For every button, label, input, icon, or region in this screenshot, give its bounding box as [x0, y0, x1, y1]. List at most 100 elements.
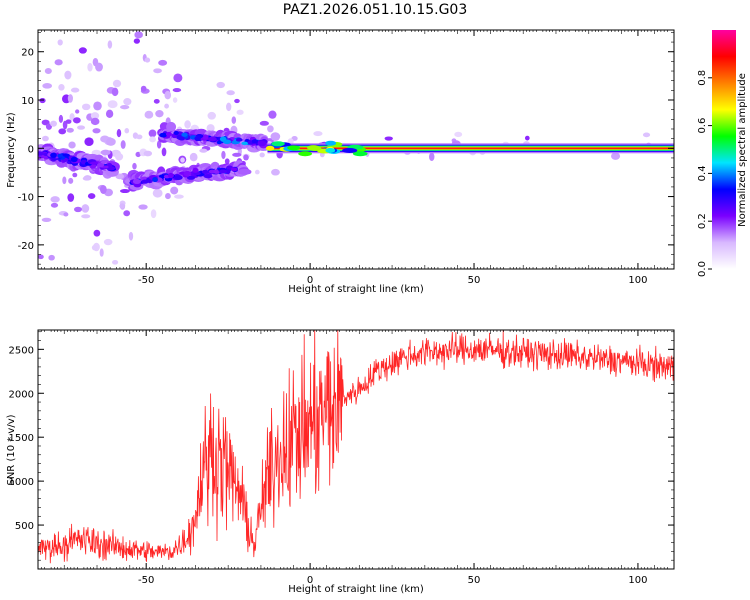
heatmap-cell	[81, 214, 91, 219]
heatmap-cell	[93, 101, 102, 111]
heatmap-cell	[68, 141, 76, 149]
heatmap-cell	[222, 139, 232, 145]
heatmap-cell	[170, 186, 179, 195]
heatmap-cell	[50, 152, 57, 158]
heatmap-cell	[165, 193, 171, 200]
heatmap-ticks: -50 0 50 100 -20 -10 0 10 20	[18, 30, 675, 286]
heatmap-cell	[159, 132, 168, 138]
heatmap-cell	[429, 152, 435, 162]
heatmap-cell	[352, 151, 368, 157]
heatmap-cell	[39, 97, 46, 104]
heatmap-cell	[298, 151, 312, 157]
heatmap-cell	[216, 140, 222, 145]
heatmap-cell	[155, 110, 164, 118]
heatmap-cell	[48, 254, 55, 261]
heatmap-y-tick-label: -10	[18, 193, 34, 204]
heatmap-cell	[64, 70, 72, 80]
heatmap-cell	[259, 120, 269, 126]
heatmap-cell	[199, 148, 208, 153]
heatmap-cell	[206, 124, 215, 133]
heatmap-cell	[111, 87, 119, 97]
colorbar-tick-label: 0.2	[697, 213, 708, 229]
heatmap-cell	[69, 113, 75, 121]
heatmap-marks	[38, 31, 674, 265]
heatmap-cell	[41, 217, 52, 222]
heatmap-cell	[44, 67, 52, 75]
heatmap-cell	[153, 98, 160, 104]
heatmap-cell	[57, 153, 63, 158]
heatmap-cell	[174, 175, 183, 181]
heatmap-y-tick-label: 0	[28, 144, 34, 155]
heatmap-x-tick-label: 0	[307, 275, 313, 286]
heatmap-cell	[164, 103, 169, 109]
heatmap-tone	[267, 147, 674, 149]
heatmap-cell	[203, 174, 213, 179]
heatmap-cell	[158, 59, 168, 66]
heatmap-cell	[257, 140, 267, 147]
heatmap-cell	[166, 121, 177, 132]
heatmap-cell	[138, 204, 148, 210]
heatmap-cell	[243, 154, 249, 161]
heatmap-cell	[135, 151, 141, 158]
heatmap-cell	[150, 209, 157, 219]
heatmap-cell	[81, 204, 90, 213]
heatmap-cell	[58, 83, 65, 91]
snr-y-tick-label: 500	[15, 521, 34, 532]
heatmap-cell	[230, 167, 238, 172]
heatmap-cell	[235, 138, 243, 142]
heatmap-cell	[58, 128, 67, 135]
heatmap-cell	[103, 238, 113, 246]
heatmap-cell	[167, 172, 174, 179]
heatmap-cell	[96, 163, 105, 168]
heatmap-cell	[66, 127, 74, 133]
heatmap-cell	[165, 131, 172, 137]
heatmap-cell	[156, 140, 162, 149]
heatmap-cell	[234, 98, 240, 104]
heatmap-cell	[183, 170, 192, 177]
heatmap-cell	[50, 196, 60, 203]
heatmap-cell	[75, 109, 80, 114]
heatmap-cell	[84, 137, 94, 147]
heatmap-cell	[74, 206, 82, 213]
heatmap-cell	[65, 119, 72, 124]
snr-y-tick-label: 1000	[9, 477, 34, 488]
heatmap-cell	[144, 57, 151, 63]
heatmap-cell	[120, 140, 126, 149]
heatmap-cell	[38, 151, 44, 156]
heatmap-cell	[78, 47, 87, 54]
heatmap-cell	[207, 136, 217, 142]
heatmap-cell	[251, 139, 258, 144]
heatmap-cell	[87, 193, 96, 200]
colorbar-tick-label: 0.0	[697, 261, 708, 277]
heatmap-cell	[124, 128, 130, 134]
snr-frame	[37, 329, 675, 570]
heatmap-cell	[136, 134, 143, 140]
heatmap-cell	[271, 141, 285, 147]
heatmap-y-tick-label: -20	[18, 241, 34, 252]
snr-y-axis-label: SNR (10 * v/v)	[6, 414, 17, 485]
heatmap-cell	[202, 134, 209, 140]
heatmap-cell	[90, 112, 100, 120]
snr-x-tick-label: -50	[138, 575, 154, 586]
figure-title: PAZ1.2026.051.10.15.G03	[283, 2, 468, 18]
heatmap-cell	[384, 136, 393, 141]
heatmap-cell	[313, 131, 323, 137]
heatmap-cell	[132, 178, 142, 184]
heatmap-cell	[87, 62, 93, 72]
snr-x-tick-label: 100	[628, 575, 647, 586]
heatmap-cell	[68, 177, 74, 184]
heatmap-cell	[70, 156, 78, 163]
heatmap-cell	[226, 102, 232, 112]
colorbar-gradient	[712, 30, 736, 269]
heatmap-cell	[201, 169, 209, 174]
heatmap-x-tick-label: 100	[628, 275, 647, 286]
heatmap-cell	[173, 73, 183, 83]
heatmap-cell	[99, 248, 104, 257]
colorbar-ticks: 0.0 0.2 0.4 0.6 0.8	[697, 70, 712, 277]
heatmap-cell	[67, 193, 75, 202]
heatmap-cell	[268, 110, 277, 119]
heatmap-cell	[259, 152, 265, 158]
heatmap-cell	[105, 137, 116, 146]
snr-y-tick-label: 2000	[9, 389, 34, 400]
